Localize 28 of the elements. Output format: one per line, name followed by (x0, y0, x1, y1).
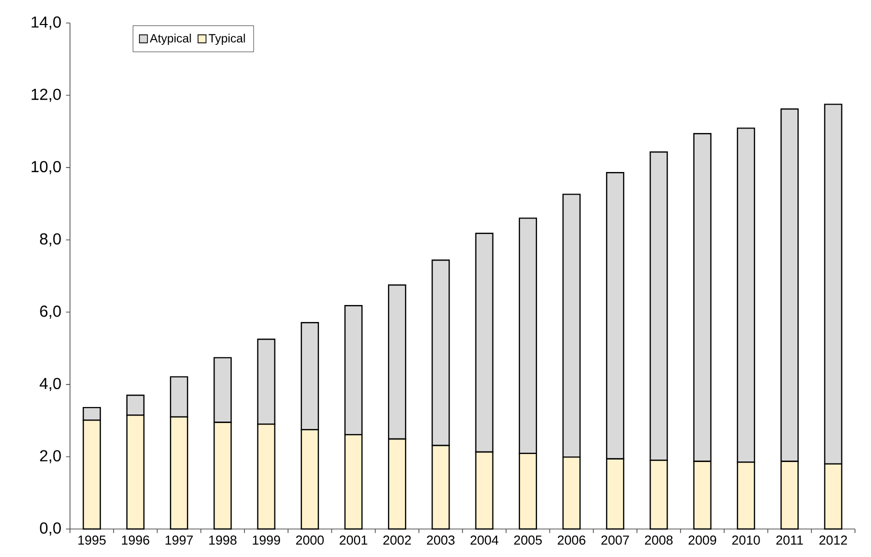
x-tick-label: 2009 (688, 536, 716, 545)
x-tick-label: 2007 (601, 536, 629, 545)
y-tick-label: 0,0 (40, 522, 61, 536)
y-tick-label: 14,0 (32, 16, 61, 30)
legend-label: Typical (208, 34, 245, 45)
x-tick-label: 2005 (514, 536, 542, 545)
x-tick-label: 2001 (340, 536, 368, 545)
x-tick-label: 2012 (819, 536, 847, 545)
x-tick-label: 2006 (558, 536, 586, 545)
y-tick-label: 10,0 (32, 160, 61, 174)
x-tick-label: 1999 (252, 536, 280, 545)
y-tick-label: 8,0 (40, 233, 61, 246)
x-tick-label: 1998 (209, 536, 236, 545)
x-tick-label: 2008 (645, 536, 673, 545)
y-tick-label: 12,0 (32, 88, 61, 102)
x-tick-label: 1996 (122, 536, 150, 545)
legend-label: Atypical (150, 34, 191, 45)
y-tick-label: 4,0 (40, 378, 61, 392)
x-tick-label: 2002 (383, 536, 411, 545)
x-tick-label: 2000 (296, 536, 324, 545)
x-tick-label: 2011 (776, 536, 803, 545)
x-tick-label: 2003 (426, 536, 455, 545)
x-tick-label: 1995 (78, 536, 106, 545)
y-tick-label: 6,0 (40, 306, 61, 319)
x-tick-label: 1997 (166, 536, 193, 545)
x-tick-label: 2004 (470, 536, 498, 545)
x-tick-label: 2010 (732, 536, 760, 545)
y-tick-label: 2,0 (40, 450, 61, 464)
